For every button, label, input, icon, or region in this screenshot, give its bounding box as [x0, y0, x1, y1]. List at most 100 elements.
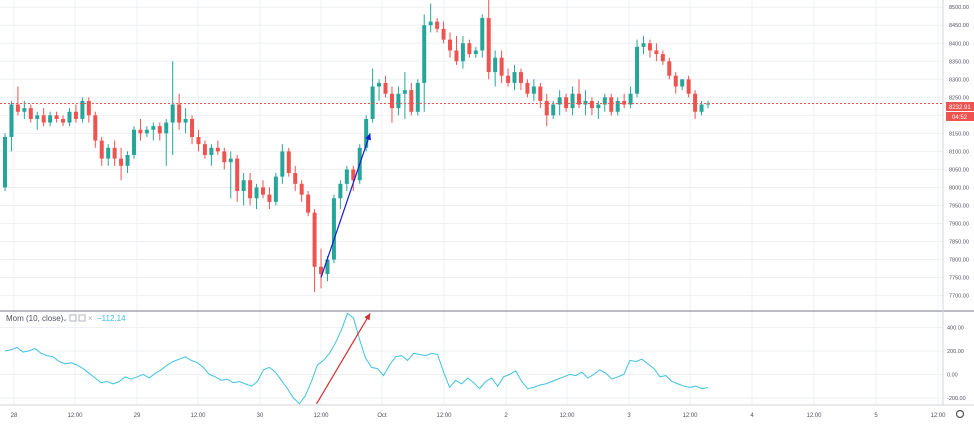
- candle: [396, 86, 401, 116]
- trend-arrow-price-head: [365, 133, 372, 141]
- price-tick-label: 8500.00: [949, 5, 969, 11]
- trend-arrow-momentum-shaft: [316, 313, 371, 405]
- candle-body: [9, 104, 14, 137]
- axes: 8500.00 8450.00 8400.00 8350.00 8300.00 8250.…: [0, 0, 974, 419]
- candle-body: [441, 28, 446, 40]
- candle-body: [164, 122, 169, 134]
- candle-body: [473, 50, 478, 55]
- candle: [286, 147, 291, 177]
- candle-body: [622, 100, 627, 105]
- candle-body: [396, 93, 401, 109]
- candle-body: [454, 50, 459, 62]
- candle: [473, 46, 478, 58]
- candle: [61, 115, 66, 127]
- candle-body: [609, 97, 614, 112]
- candle: [512, 64, 517, 91]
- momentum-legend[interactable]: Mom (10, close) ⌄ × −112.14: [6, 314, 126, 323]
- candle-body: [293, 173, 298, 184]
- candle: [686, 75, 691, 98]
- candle: [448, 32, 453, 58]
- candle: [680, 79, 685, 91]
- candle: [202, 140, 207, 159]
- candle-body: [531, 86, 536, 94]
- candle-body: [248, 180, 253, 199]
- candle: [28, 104, 33, 123]
- candle: [306, 191, 311, 217]
- price-tick-label: 8450.00: [949, 23, 969, 29]
- candle-body: [422, 25, 427, 83]
- candle: [235, 155, 240, 202]
- candle: [602, 93, 607, 112]
- price-tick-label: 7800.00: [949, 258, 969, 264]
- candle-body: [241, 180, 246, 192]
- candle-body: [635, 46, 640, 94]
- candle: [93, 111, 98, 148]
- close-icon[interactable]: ×: [88, 314, 93, 323]
- price-tick-label: 8150.00: [949, 131, 969, 137]
- momentum-tick-label: 400.00: [947, 325, 964, 331]
- candle: [248, 173, 253, 206]
- candle-body: [680, 79, 685, 87]
- candle: [454, 36, 459, 65]
- candle: [73, 104, 78, 123]
- candle-body: [667, 61, 672, 76]
- candle-body: [448, 39, 453, 51]
- momentum-series: [4, 312, 709, 405]
- candle: [280, 144, 285, 184]
- time-tick-label: 12:00: [436, 413, 452, 419]
- candle: [338, 180, 343, 210]
- candle: [15, 86, 20, 116]
- drawings[interactable]: [316, 133, 372, 405]
- time-tick-label: 29: [134, 413, 141, 419]
- time-tick-label: 30: [257, 413, 264, 419]
- candle-body: [228, 158, 233, 163]
- time-tick-label: Oct: [377, 413, 387, 419]
- candle-body: [86, 100, 91, 116]
- trend-arrow-price[interactable]: [320, 133, 372, 278]
- candle: [41, 108, 46, 127]
- eye-icon[interactable]: [69, 314, 77, 322]
- candle: [370, 68, 375, 123]
- candle-body: [73, 111, 78, 119]
- candle-body: [493, 57, 498, 73]
- settings-icon[interactable]: [78, 314, 86, 322]
- candle-body: [260, 187, 265, 195]
- chart-settings-button[interactable]: [955, 409, 965, 419]
- time-tick-label: 4: [750, 413, 754, 419]
- candle-body: [467, 43, 472, 55]
- candle: [402, 72, 407, 119]
- candle-body: [370, 86, 375, 119]
- candle-body: [506, 75, 511, 83]
- candle-body: [383, 82, 388, 94]
- candle-body: [499, 57, 504, 76]
- candle-body: [131, 129, 136, 155]
- candle-body: [686, 79, 691, 94]
- candle: [570, 86, 575, 116]
- candle-body: [22, 108, 27, 112]
- candle-body: [409, 90, 414, 112]
- candle: [654, 43, 659, 62]
- time-tick-label: 5: [874, 413, 878, 419]
- momentum-tick-label: 0.00: [947, 372, 958, 378]
- candle-body: [428, 21, 433, 26]
- candle: [422, 14, 427, 112]
- candle-body: [312, 212, 317, 267]
- candle: [693, 90, 698, 119]
- candle: [112, 140, 117, 166]
- candle: [377, 79, 382, 101]
- candle-body: [596, 104, 601, 109]
- trend-arrow-momentum[interactable]: [316, 313, 371, 405]
- candle: [706, 100, 710, 109]
- candle-body: [557, 97, 562, 105]
- candle: [486, 0, 491, 80]
- candle: [119, 147, 124, 181]
- chevron-down-icon[interactable]: ⌄: [62, 316, 68, 323]
- candle: [86, 97, 91, 123]
- grid-lines: [0, 0, 943, 405]
- candle-body: [67, 111, 72, 123]
- candle: [544, 93, 549, 127]
- candle-body: [196, 136, 201, 145]
- candle: [344, 165, 349, 192]
